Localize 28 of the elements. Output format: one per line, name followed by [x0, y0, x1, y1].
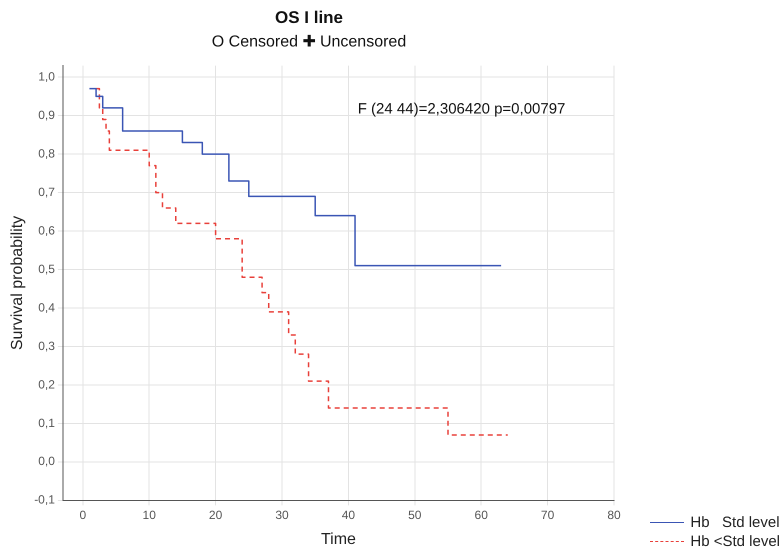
y-tick-label: 0,5	[38, 262, 56, 276]
x-axis-title: Time	[320, 530, 356, 548]
y-tick-label: 0,2	[38, 377, 56, 392]
annotation: F (24 44)=2,306420 p=0,00797	[358, 100, 566, 118]
y-tick-label: -0,1	[34, 492, 56, 507]
x-tick-label: 0	[79, 508, 86, 522]
chart-subtitle: O Censored ✚ Uncensored	[212, 33, 406, 50]
y-tick-label: 1,0	[38, 69, 56, 84]
x-tick-label: 10	[142, 508, 156, 522]
x-tick-label: 20	[208, 508, 223, 522]
y-tick-label: 0,0	[38, 454, 56, 468]
y-tick-label: 0,7	[38, 184, 56, 199]
x-tick-label: 50	[408, 508, 422, 522]
chart-title: OS I line	[274, 8, 344, 27]
y-tick-label: 0,6	[38, 223, 56, 238]
x-tick-label: 40	[342, 508, 356, 522]
x-tick-label: 80	[607, 508, 621, 522]
y-axis-title: Survival probability	[9, 216, 26, 350]
y-tick-label: 0,8	[38, 146, 56, 160]
x-tick-label: 60	[474, 508, 488, 522]
y-tick-label: 0,4	[38, 300, 56, 314]
y-tick-label: 0,3	[38, 338, 56, 353]
x-tick-label: 30	[275, 508, 289, 522]
x-tick-label: 70	[540, 508, 555, 522]
legend-label: Hb Std level	[690, 514, 780, 531]
y-tick-label: 0,1	[38, 416, 56, 430]
legend-label: Hb <Std level	[690, 533, 780, 550]
y-tick-label: 0,9	[38, 108, 56, 122]
